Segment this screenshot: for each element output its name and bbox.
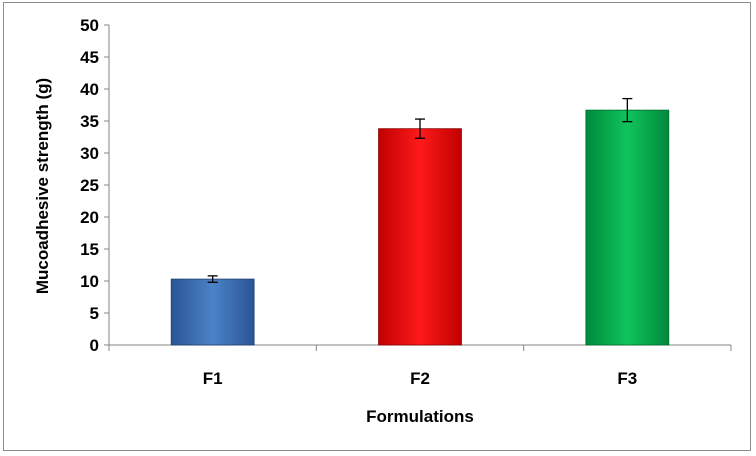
x-tick-label-f3: F3 (617, 369, 637, 388)
x-axis-title: Formulations (366, 407, 474, 426)
y-tick-label: 15 (80, 240, 99, 259)
x-tick-label-f2: F2 (410, 369, 430, 388)
y-tick-label: 25 (80, 176, 99, 195)
y-tick-label: 35 (80, 112, 99, 131)
bar-f1 (170, 278, 255, 346)
y-tick-label: 0 (90, 336, 99, 355)
bar-f2 (378, 128, 462, 346)
y-tick-label: 30 (80, 144, 99, 163)
x-tick-label-f1: F1 (203, 369, 223, 388)
y-tick-label: 10 (80, 272, 99, 291)
bars (170, 97, 670, 346)
y-tick-label: 45 (80, 48, 99, 67)
labels: 0 5 10 15 20 25 30 35 40 45 50 F1 F2 F3 (80, 16, 637, 388)
y-tick-label: 50 (80, 16, 99, 35)
y-tick-label: 20 (80, 208, 99, 227)
y-tick-label: 40 (80, 80, 99, 99)
bar-f3 (585, 109, 670, 346)
y-axis-title: Mucoadhesive strength (g) (33, 78, 52, 294)
y-tick-label: 5 (90, 304, 99, 323)
